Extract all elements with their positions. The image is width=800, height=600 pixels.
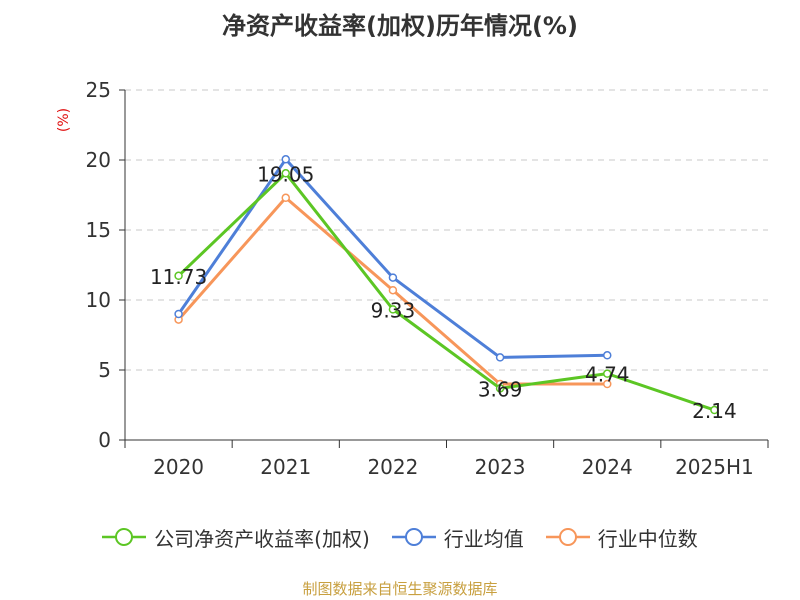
legend-label: 行业中位数 <box>597 526 698 551</box>
data-point <box>495 353 505 362</box>
x-tick-label: 2023 <box>475 455 526 479</box>
legend-swatch-icon <box>391 528 436 546</box>
data-point <box>388 273 398 282</box>
data-point <box>710 405 719 415</box>
data-point <box>388 285 398 295</box>
data-point <box>603 351 612 360</box>
x-tick-label: 2022 <box>367 455 418 479</box>
y-tick-label: 15 <box>86 218 111 242</box>
data-label: 19.05 <box>257 162 314 186</box>
data-label: 3.69 <box>478 377 523 401</box>
series-line <box>177 171 715 412</box>
source-note: 制图数据来自恒生聚源数据库 <box>302 580 498 598</box>
y-tick-label: 0 <box>98 428 111 452</box>
x-tick-label: 2024 <box>582 455 633 479</box>
grid-lines <box>125 89 768 371</box>
data-point <box>603 369 612 378</box>
y-tick-label: 20 <box>86 148 111 172</box>
legend-item[interactable]: 公司净资产收益率(加权) <box>102 523 370 552</box>
data-label: 4.74 <box>585 363 630 387</box>
legend-label: 公司净资产收益率(加权) <box>154 526 370 551</box>
data-point <box>281 155 290 164</box>
data-point <box>174 271 183 281</box>
data-point <box>174 309 183 319</box>
x-tick-label: 2020 <box>153 455 204 479</box>
data-labels: 11.73 19.05 9.33 3.69 4.74 2.14 <box>150 162 737 423</box>
axes: 0 5 10 15 20 25 2020 2021 2022 2023 2024 2025H1 <box>86 78 769 479</box>
chart-title: 净资产收益率(加权)历年情况(%) <box>222 12 578 40</box>
data-point <box>281 193 290 203</box>
y-tick-label: 10 <box>86 288 111 312</box>
x-tick-label: 2025H1 <box>675 455 754 479</box>
legend-item[interactable]: 行业均值 <box>391 523 524 552</box>
legend: 公司净资产收益率(加权) 行业均值 行业中位数 <box>0 520 800 554</box>
data-point <box>388 305 398 314</box>
data-point <box>495 384 505 393</box>
x-tick-label: 2021 <box>260 455 311 479</box>
legend-item[interactable]: 行业中位数 <box>545 523 698 552</box>
y-tick-label: 25 <box>86 78 111 102</box>
data-point <box>603 379 612 389</box>
series-lines <box>174 155 719 415</box>
series-line <box>177 157 608 359</box>
legend-swatch-icon <box>102 528 147 546</box>
data-label: 11.73 <box>150 265 207 289</box>
data-label: 9.33 <box>371 298 416 322</box>
data-label: 2.14 <box>692 399 737 423</box>
legend-label: 行业均值 <box>443 526 524 551</box>
y-tick-label: 5 <box>98 358 111 382</box>
data-point <box>281 169 290 178</box>
legend-swatch-icon <box>545 528 590 546</box>
